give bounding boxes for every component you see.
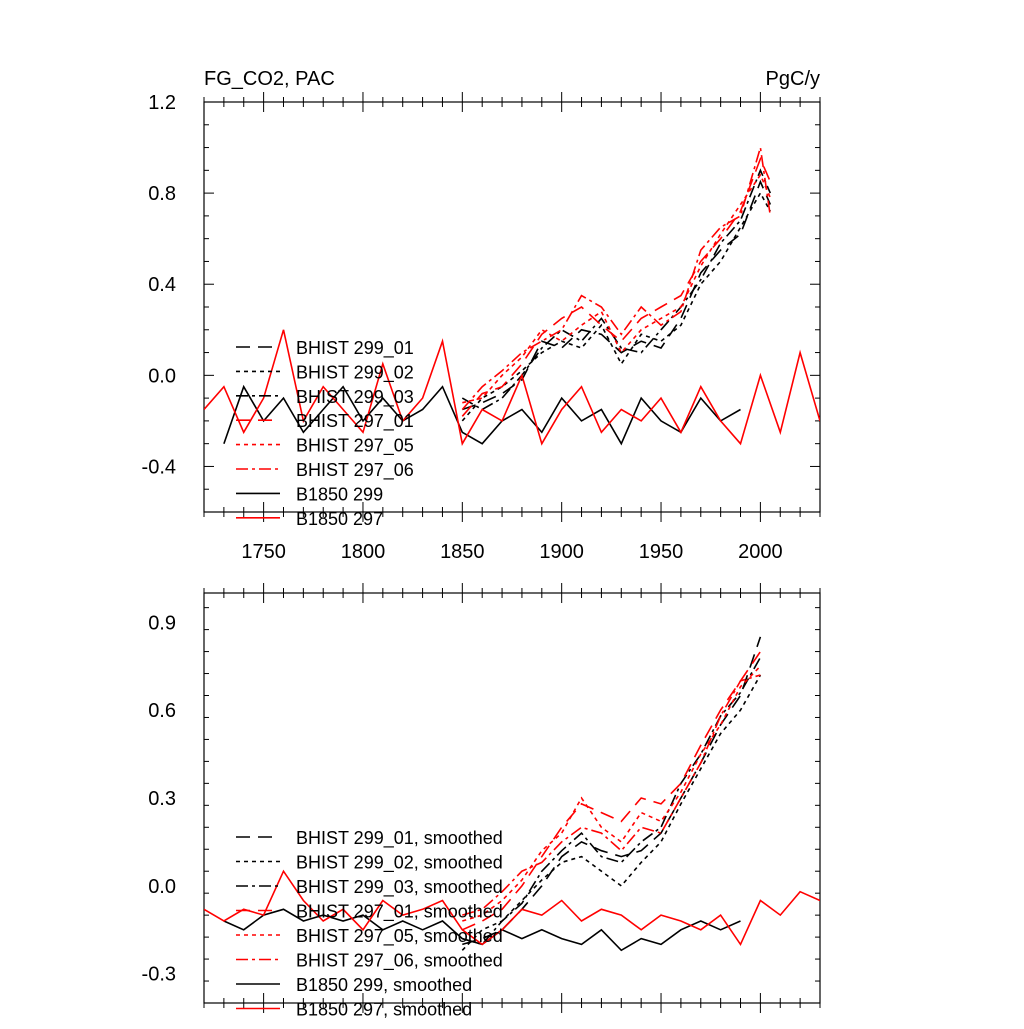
y-tick-label: 1.2 (148, 92, 176, 114)
legend-label: BHIST 299_02, smoothed (296, 853, 503, 874)
legend-label: B1850 299 (296, 484, 383, 504)
x-tick-label: 1950 (639, 541, 684, 563)
series-line (461, 147, 772, 411)
legend-label: B1850 297 (296, 509, 383, 529)
series-line (461, 168, 772, 411)
legend-label: BHIST 299_01, smoothed (296, 828, 503, 849)
series-line (461, 191, 772, 422)
x-tick-label: 2000 (738, 541, 783, 563)
y-tick-label: 0.0 (148, 876, 176, 898)
legend-label: BHIST 299_03 (296, 387, 414, 408)
legend-label: B1850 297, smoothed (296, 1000, 472, 1020)
series-line (462, 665, 761, 922)
series-line (462, 179, 772, 411)
series-line (223, 384, 741, 446)
legend-label: BHIST 297_06, smoothed (296, 951, 503, 972)
legend-label: BHIST 297_05, smoothed (296, 926, 503, 947)
legend-label: BHIST 297_01 (296, 411, 414, 432)
series-line (461, 651, 762, 931)
legend-label: BHIST 297_06 (296, 460, 414, 481)
legend-label: BHIST 297_05 (296, 436, 414, 457)
series-line (462, 674, 761, 916)
bottom-panel-plot: -0.3 0.0 0.3 0.6 0.9 BHIST 299_01, smoothed BH… (142, 583, 821, 1020)
y-tick-label: 0.6 (148, 700, 176, 722)
y-tick-label: -0.4 (142, 456, 176, 478)
top-panel-plot: 1750 1800 1850 1900 1950 2000 -0.4 0.0 0.4 0.8 1.2… (142, 92, 821, 563)
series-line (461, 156, 772, 417)
series-line (462, 657, 762, 946)
units-label: PgC/y (766, 68, 820, 90)
legend-label: BHIST 299_01 (296, 338, 414, 359)
series-line (461, 674, 762, 951)
series-line (462, 636, 762, 946)
series-line (204, 869, 820, 947)
legend-label: BHIST 297_01, smoothed (296, 902, 503, 923)
series-line (462, 173, 772, 404)
y-tick-label: 0.0 (148, 365, 176, 387)
legend-label: BHIST 299_03, smoothed (296, 877, 503, 898)
legend-label: BHIST 299_02 (296, 362, 414, 383)
series-line (204, 329, 820, 446)
x-tick-label: 1800 (341, 541, 386, 563)
plot-frame (203, 592, 821, 1004)
y-tick-label: 0.3 (148, 788, 176, 810)
y-tick-label: 0.4 (148, 274, 176, 296)
y-tick-label: 0.8 (148, 183, 176, 205)
figure-title: FG_CO2, PAC (204, 68, 335, 90)
y-tick-label: -0.3 (142, 964, 176, 986)
y-tick-label: 0.9 (148, 612, 176, 634)
x-tick-label: 1850 (440, 541, 485, 563)
x-tick-label: 1900 (539, 541, 584, 563)
legend-label: B1850 299, smoothed (296, 975, 472, 995)
x-tick-label: 1750 (241, 541, 286, 563)
